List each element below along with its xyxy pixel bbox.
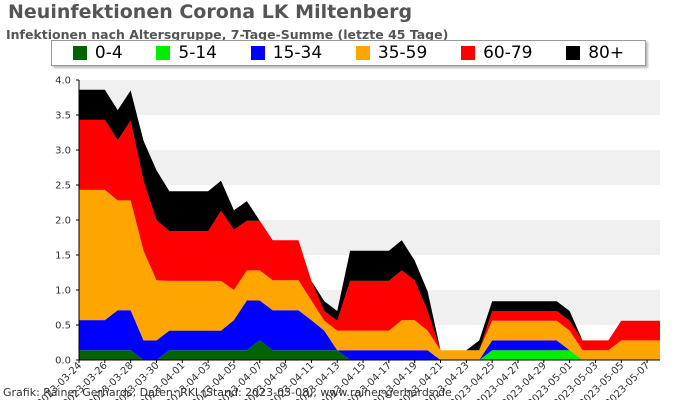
y-tick-label: 3.5 [55,111,71,122]
y-axis-ticks: 0.0 0.5 1.0 1.5 2.0 2.5 3.0 3.5 4.0 [55,76,79,367]
chart-title: Neuinfektionen Corona LK Miltenberg [8,1,413,23]
series-areas [79,89,660,360]
chart-subtitle: Infektionen nach Altersgruppe, 7-Tage-Su… [6,27,449,42]
legend-swatch [566,46,581,60]
legend-item: 0-4 [72,43,123,63]
chart-legend: 0-4 5-14 15-34 35-59 60-79 80+ [51,40,646,66]
legend-item: 35-59 [355,43,428,63]
y-tick-label: 2.0 [55,216,71,227]
grid-band [79,150,660,185]
footer-credit: Grafik: Rainer Gerhards, Daten: RKI (Sta… [3,386,452,399]
legend-swatch [156,46,171,60]
legend-label: 0-4 [94,43,123,63]
legend-label: 80+ [588,43,625,63]
legend-swatch [250,46,265,60]
y-tick-label: 1.5 [55,251,71,262]
series-area-5-14 [79,340,660,360]
legend-label: 15-34 [272,43,323,63]
legend-label: 35-59 [377,43,428,63]
legend-swatch [72,46,87,60]
y-tick-label: 3.0 [55,146,71,157]
y-tick-label: 2.5 [55,181,71,192]
series-area-15-34 [79,300,660,360]
series-area-35-59 [79,189,660,360]
series-area-80plus [79,89,660,351]
y-tick-label: 0.5 [55,321,71,332]
y-tick-label: 1.0 [55,286,71,297]
grid-band [79,115,660,150]
legend-swatch [461,46,476,60]
series-area-0-4 [79,340,660,360]
y-tick-label: 0.0 [55,356,71,367]
legend-label: 60-79 [483,43,533,63]
legend-item: 5-14 [156,43,217,63]
legend-item: 15-34 [250,43,323,63]
legend-swatch [355,46,370,60]
legend-label: 5-14 [178,43,217,63]
legend-item: 60-79 [461,43,532,63]
legend-item: 80+ [566,43,624,63]
series-area-60-79 [79,119,660,351]
grid-band [79,80,660,115]
y-tick-label: 4.0 [55,76,71,87]
axes [78,80,660,361]
